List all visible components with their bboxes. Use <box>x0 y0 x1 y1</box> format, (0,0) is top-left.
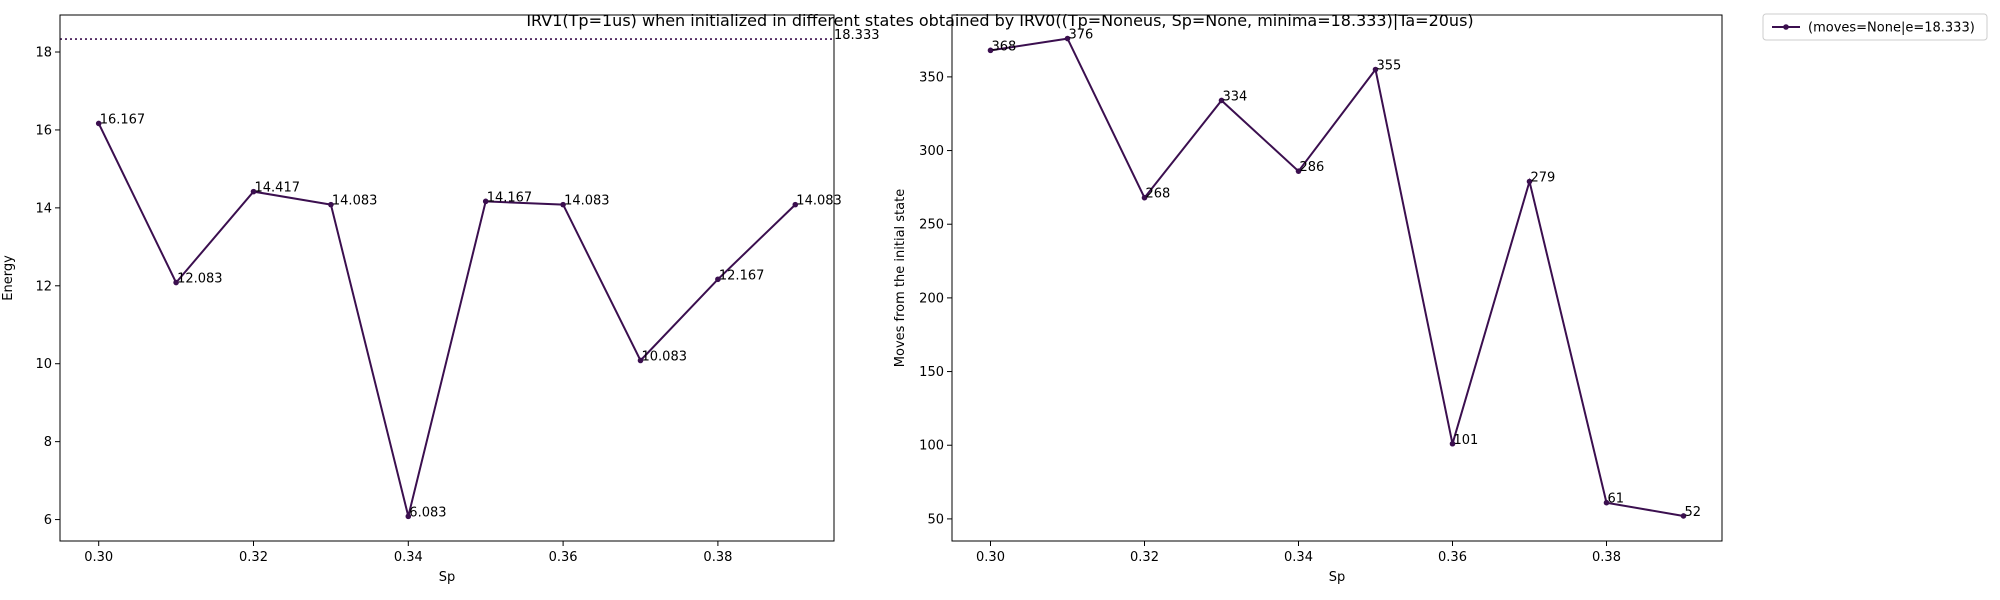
data-point <box>1064 35 1071 42</box>
x-tick-label: 0.36 <box>1438 550 1467 565</box>
data-point <box>1295 168 1302 174</box>
data-point <box>1141 194 1148 201</box>
data-point <box>1680 513 1687 519</box>
data-label: 355 <box>1377 59 1402 74</box>
y-axis-label: Moves from the initial state <box>893 189 908 367</box>
y-tick-label: 250 <box>919 218 944 233</box>
data-label: 376 <box>1069 28 1094 43</box>
data-point <box>328 201 334 208</box>
data-label: 14.417 <box>255 181 301 196</box>
data-label: 16.167 <box>100 112 146 127</box>
data-point <box>1372 66 1379 73</box>
data-label: 14.167 <box>487 190 533 205</box>
x-tick-label: 0.32 <box>1130 550 1159 565</box>
data-label: 12.083 <box>177 272 223 287</box>
y-tick-label: 50 <box>927 512 944 527</box>
axes-frame <box>951 14 1723 542</box>
reference-line-label: 18.333 <box>834 28 880 43</box>
legend: (moves=None|e=18.333) <box>1762 13 1988 41</box>
x-axis-label: Sp <box>439 570 456 585</box>
legend-marker <box>1783 24 1789 30</box>
data-label: 101 <box>1454 433 1479 448</box>
legend-entry: (moves=None|e=18.333) <box>1808 21 1975 36</box>
data-point <box>1603 499 1610 506</box>
x-axis-label: Sp <box>1329 570 1346 585</box>
data-point <box>250 188 257 195</box>
x-tick-label: 0.30 <box>976 550 1005 565</box>
y-tick-label: 150 <box>919 365 944 380</box>
series-line <box>97 122 796 517</box>
data-label: 14.083 <box>332 194 378 209</box>
data-label: 368 <box>992 39 1017 54</box>
data-label: 52 <box>1685 505 1702 520</box>
data-point <box>482 198 489 205</box>
axes-frame <box>59 14 835 542</box>
data-label: 10.083 <box>642 349 688 364</box>
y-tick-label: 10 <box>35 357 52 372</box>
data-point <box>1526 178 1533 185</box>
data-point <box>405 513 412 520</box>
x-tick-label: 0.38 <box>703 550 732 565</box>
x-tick-label: 0.32 <box>239 550 268 565</box>
x-tick-label: 0.38 <box>1592 550 1621 565</box>
series-line <box>990 37 1684 517</box>
y-tick-label: 14 <box>35 201 52 216</box>
y-tick-label: 350 <box>919 70 944 85</box>
data-label: 14.083 <box>564 194 610 209</box>
y-tick-label: 8 <box>44 435 52 450</box>
energy-chart: 18.333 0.30 0.32 0.34 0.36 0.38 6 8 10 12 14 16 18 Sp… <box>1 14 880 585</box>
y-tick-label: 12 <box>35 279 52 294</box>
chart-title: IRV1(Tp=1us) when initialized in differe… <box>526 11 1473 30</box>
y-tick-label: 18 <box>35 46 52 61</box>
data-point <box>173 279 179 286</box>
data-point <box>95 120 102 127</box>
data-point <box>1218 97 1225 104</box>
x-tick-label: 0.30 <box>84 550 113 565</box>
x-tick-label: 0.34 <box>394 550 423 565</box>
data-point <box>987 47 994 54</box>
data-label: 268 <box>1146 187 1171 202</box>
data-label: 6.083 <box>409 505 446 520</box>
x-tick-label: 0.36 <box>549 550 578 565</box>
y-tick-label: 100 <box>919 439 944 454</box>
data-label: 61 <box>1608 492 1625 507</box>
y-tick-label: 200 <box>919 291 944 306</box>
data-label: 14.083 <box>796 194 842 209</box>
moves-chart: 0.30 0.32 0.34 0.36 0.38 50 100 150 200 250 300 350… <box>893 14 1723 585</box>
x-tick-label: 0.34 <box>1284 550 1313 565</box>
data-point <box>637 357 644 364</box>
y-axis-label: Energy <box>1 255 16 301</box>
data-point <box>715 276 721 283</box>
data-label: 286 <box>1300 160 1325 175</box>
data-point <box>792 201 799 208</box>
y-tick-label: 300 <box>919 144 944 159</box>
y-tick-label: 6 <box>44 513 52 528</box>
data-label: 334 <box>1223 89 1248 104</box>
y-tick-label: 16 <box>35 123 52 138</box>
data-point <box>1449 440 1456 447</box>
data-label: 12.167 <box>719 268 765 283</box>
data-point <box>560 201 566 208</box>
legend-box <box>1762 13 1988 41</box>
data-label: 279 <box>1531 170 1556 185</box>
